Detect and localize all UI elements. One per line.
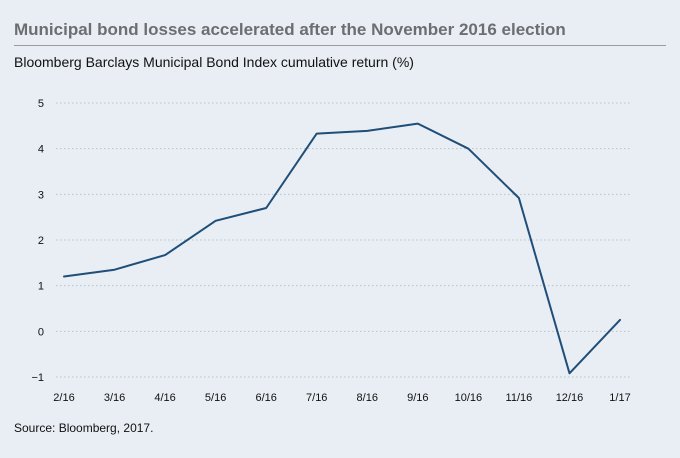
x-tick-label: 6/16 bbox=[255, 392, 276, 404]
y-tick-label: −1 bbox=[31, 372, 44, 384]
x-tick-label: 1/17 bbox=[609, 392, 630, 404]
grid-lines bbox=[56, 102, 632, 378]
data-point bbox=[366, 130, 368, 132]
y-tick-label: 0 bbox=[38, 326, 44, 338]
x-tick-label: 2/16 bbox=[53, 392, 74, 404]
chart-title: Municipal bond losses accelerated after … bbox=[14, 20, 566, 39]
data-point bbox=[467, 147, 469, 149]
data-point bbox=[619, 319, 621, 321]
x-tick-label: 5/16 bbox=[205, 392, 226, 404]
y-tick-label: 5 bbox=[38, 98, 44, 110]
source-note: Source: Bloomberg, 2017. bbox=[14, 421, 154, 435]
data-point bbox=[63, 275, 65, 277]
x-tick-label: 10/16 bbox=[455, 392, 483, 404]
data-point bbox=[265, 207, 267, 209]
x-tick-label: 12/16 bbox=[556, 392, 584, 404]
x-tick-label: 7/16 bbox=[306, 392, 327, 404]
data-point bbox=[113, 268, 115, 270]
title-divider bbox=[14, 45, 666, 46]
y-axis: 5 4 3 2 1 0 −1 bbox=[31, 98, 44, 384]
data-point bbox=[568, 372, 570, 374]
x-tick-label: 3/16 bbox=[104, 392, 125, 404]
x-tick-label: 4/16 bbox=[154, 392, 175, 404]
series-line bbox=[63, 122, 621, 375]
x-axis: 2/16 3/16 4/16 5/16 6/16 7/16 8/16 9/16 10/16 11/… bbox=[53, 392, 630, 404]
y-tick-label: 2 bbox=[38, 235, 44, 247]
series-group bbox=[63, 122, 621, 375]
data-point bbox=[316, 132, 318, 134]
data-point bbox=[417, 122, 419, 124]
data-point bbox=[518, 197, 520, 199]
x-tick-label: 8/16 bbox=[357, 392, 378, 404]
data-point bbox=[164, 254, 166, 256]
chart-subtitle: Bloomberg Barclays Municipal Bond Index … bbox=[14, 54, 414, 70]
y-tick-label: 3 bbox=[38, 189, 44, 201]
y-tick-label: 1 bbox=[38, 281, 44, 293]
x-tick-label: 11/16 bbox=[506, 392, 533, 404]
x-tick-label: 9/16 bbox=[407, 392, 428, 404]
y-tick-label: 4 bbox=[38, 144, 44, 156]
data-point bbox=[214, 220, 216, 222]
